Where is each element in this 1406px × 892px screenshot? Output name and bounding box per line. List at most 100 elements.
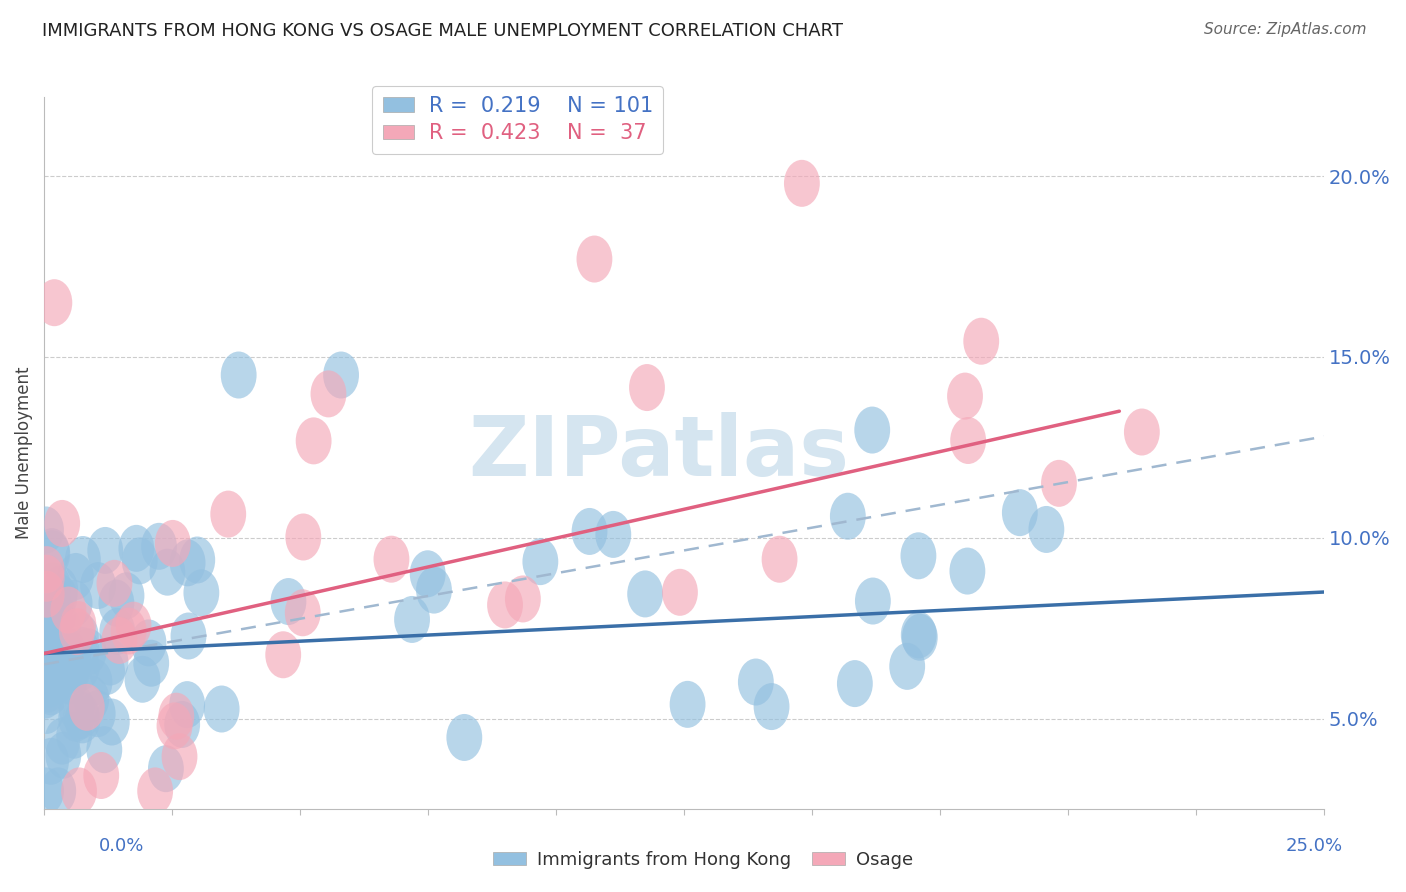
Ellipse shape [628,364,665,411]
Ellipse shape [394,596,430,643]
Ellipse shape [59,684,94,731]
Ellipse shape [963,318,1000,365]
Ellipse shape [900,533,936,579]
Ellipse shape [76,658,112,706]
Ellipse shape [86,726,122,773]
Ellipse shape [204,686,239,732]
Ellipse shape [165,701,200,748]
Ellipse shape [63,643,100,690]
Ellipse shape [270,578,307,625]
Ellipse shape [83,752,120,799]
Ellipse shape [148,745,184,792]
Ellipse shape [785,160,820,207]
Ellipse shape [149,549,186,596]
Y-axis label: Male Unemployment: Male Unemployment [15,367,32,539]
Ellipse shape [63,613,98,660]
Ellipse shape [41,622,77,669]
Ellipse shape [118,524,155,572]
Ellipse shape [42,566,79,613]
Ellipse shape [60,601,97,648]
Ellipse shape [41,656,76,703]
Ellipse shape [949,548,986,595]
Ellipse shape [44,717,80,764]
Ellipse shape [31,661,66,708]
Ellipse shape [111,607,146,655]
Ellipse shape [901,614,938,661]
Ellipse shape [505,575,541,623]
Ellipse shape [45,731,82,779]
Ellipse shape [38,605,75,652]
Ellipse shape [837,660,873,707]
Text: Source: ZipAtlas.com: Source: ZipAtlas.com [1204,22,1367,37]
Ellipse shape [73,675,110,723]
Ellipse shape [754,683,790,730]
Ellipse shape [950,417,986,464]
Ellipse shape [446,714,482,761]
Ellipse shape [98,580,135,626]
Ellipse shape [34,528,70,575]
Ellipse shape [94,698,129,746]
Ellipse shape [183,569,219,616]
Ellipse shape [108,573,145,619]
Ellipse shape [44,500,80,547]
Ellipse shape [295,417,332,465]
Ellipse shape [889,643,925,690]
Ellipse shape [1123,409,1160,456]
Text: IMMIGRANTS FROM HONG KONG VS OSAGE MALE UNEMPLOYMENT CORRELATION CHART: IMMIGRANTS FROM HONG KONG VS OSAGE MALE … [42,22,844,40]
Ellipse shape [285,590,321,636]
Ellipse shape [572,508,607,555]
Ellipse shape [122,537,157,584]
Ellipse shape [170,540,205,586]
Ellipse shape [51,657,87,705]
Text: 25.0%: 25.0% [1285,837,1343,855]
Ellipse shape [669,681,706,728]
Ellipse shape [266,632,301,678]
Ellipse shape [49,648,86,695]
Ellipse shape [56,640,91,688]
Ellipse shape [35,574,70,621]
Ellipse shape [32,585,69,632]
Ellipse shape [69,684,104,731]
Ellipse shape [948,373,983,419]
Ellipse shape [28,546,65,593]
Ellipse shape [56,580,93,627]
Ellipse shape [901,611,936,658]
Ellipse shape [101,617,138,664]
Ellipse shape [37,279,72,326]
Ellipse shape [45,604,80,651]
Ellipse shape [30,665,66,713]
Ellipse shape [30,632,65,678]
Ellipse shape [39,656,75,703]
Ellipse shape [35,617,70,664]
Ellipse shape [162,733,197,780]
Ellipse shape [28,507,63,553]
Ellipse shape [28,767,65,814]
Ellipse shape [32,651,67,698]
Ellipse shape [97,560,132,607]
Ellipse shape [35,597,72,644]
Ellipse shape [416,566,451,614]
Ellipse shape [51,629,86,675]
Ellipse shape [323,351,359,399]
Ellipse shape [55,648,90,694]
Ellipse shape [576,235,613,283]
Ellipse shape [28,555,65,602]
Ellipse shape [159,693,194,739]
Ellipse shape [131,619,166,666]
Ellipse shape [80,562,115,609]
Ellipse shape [93,639,128,685]
Ellipse shape [100,607,135,655]
Ellipse shape [80,690,115,737]
Text: 0.0%: 0.0% [98,837,143,855]
Ellipse shape [855,577,891,624]
Ellipse shape [1002,489,1038,536]
Ellipse shape [34,738,69,785]
Ellipse shape [28,571,65,617]
Ellipse shape [28,672,63,718]
Ellipse shape [1040,460,1077,507]
Ellipse shape [28,687,65,734]
Ellipse shape [180,536,215,583]
Ellipse shape [155,520,191,567]
Ellipse shape [486,582,523,629]
Ellipse shape [31,595,67,642]
